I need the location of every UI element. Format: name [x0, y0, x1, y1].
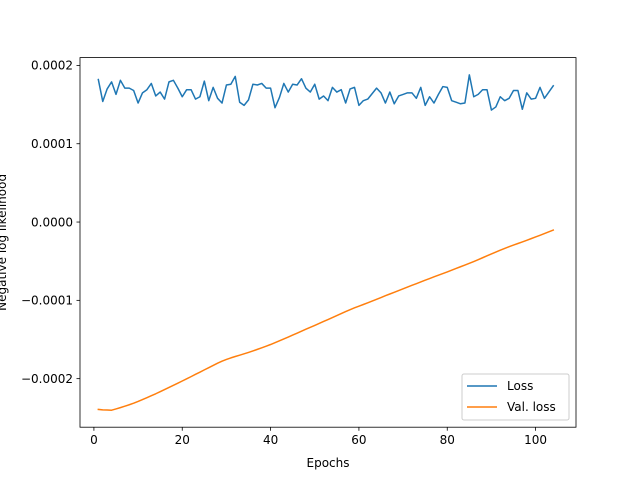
legend: Loss Val. loss — [461, 373, 570, 421]
y-axis-label: Negative log likelihood — [0, 174, 9, 311]
y-tick-label: 0.0000 — [31, 215, 73, 229]
x-axis: 0 20 40 60 80 100 — [90, 427, 547, 447]
axes-frame — [79, 57, 577, 428]
y-tick-label: 0.0002 — [31, 59, 73, 73]
x-tick-label: 100 — [524, 433, 547, 447]
x-tick-label: 80 — [440, 433, 455, 447]
y-tick-label: −0.0002 — [21, 372, 73, 386]
series-line-loss — [97, 74, 555, 111]
x-tick-label: 0 — [90, 433, 98, 447]
x-tick-label: 40 — [263, 433, 278, 447]
y-tick-label: 0.0001 — [31, 137, 73, 151]
x-tick-label: 20 — [175, 433, 190, 447]
series-line-val-loss — [97, 229, 555, 411]
legend-label-loss: Loss — [507, 379, 533, 393]
y-tick-label: −0.0001 — [21, 294, 73, 308]
x-tick-label: 60 — [351, 433, 366, 447]
legend-label-val-loss: Val. loss — [507, 400, 556, 414]
plot-area — [97, 74, 555, 411]
y-axis: −0.0002 −0.0001 0.0000 0.0001 0.0002 — [21, 59, 80, 386]
x-axis-label: Epochs — [307, 456, 350, 470]
